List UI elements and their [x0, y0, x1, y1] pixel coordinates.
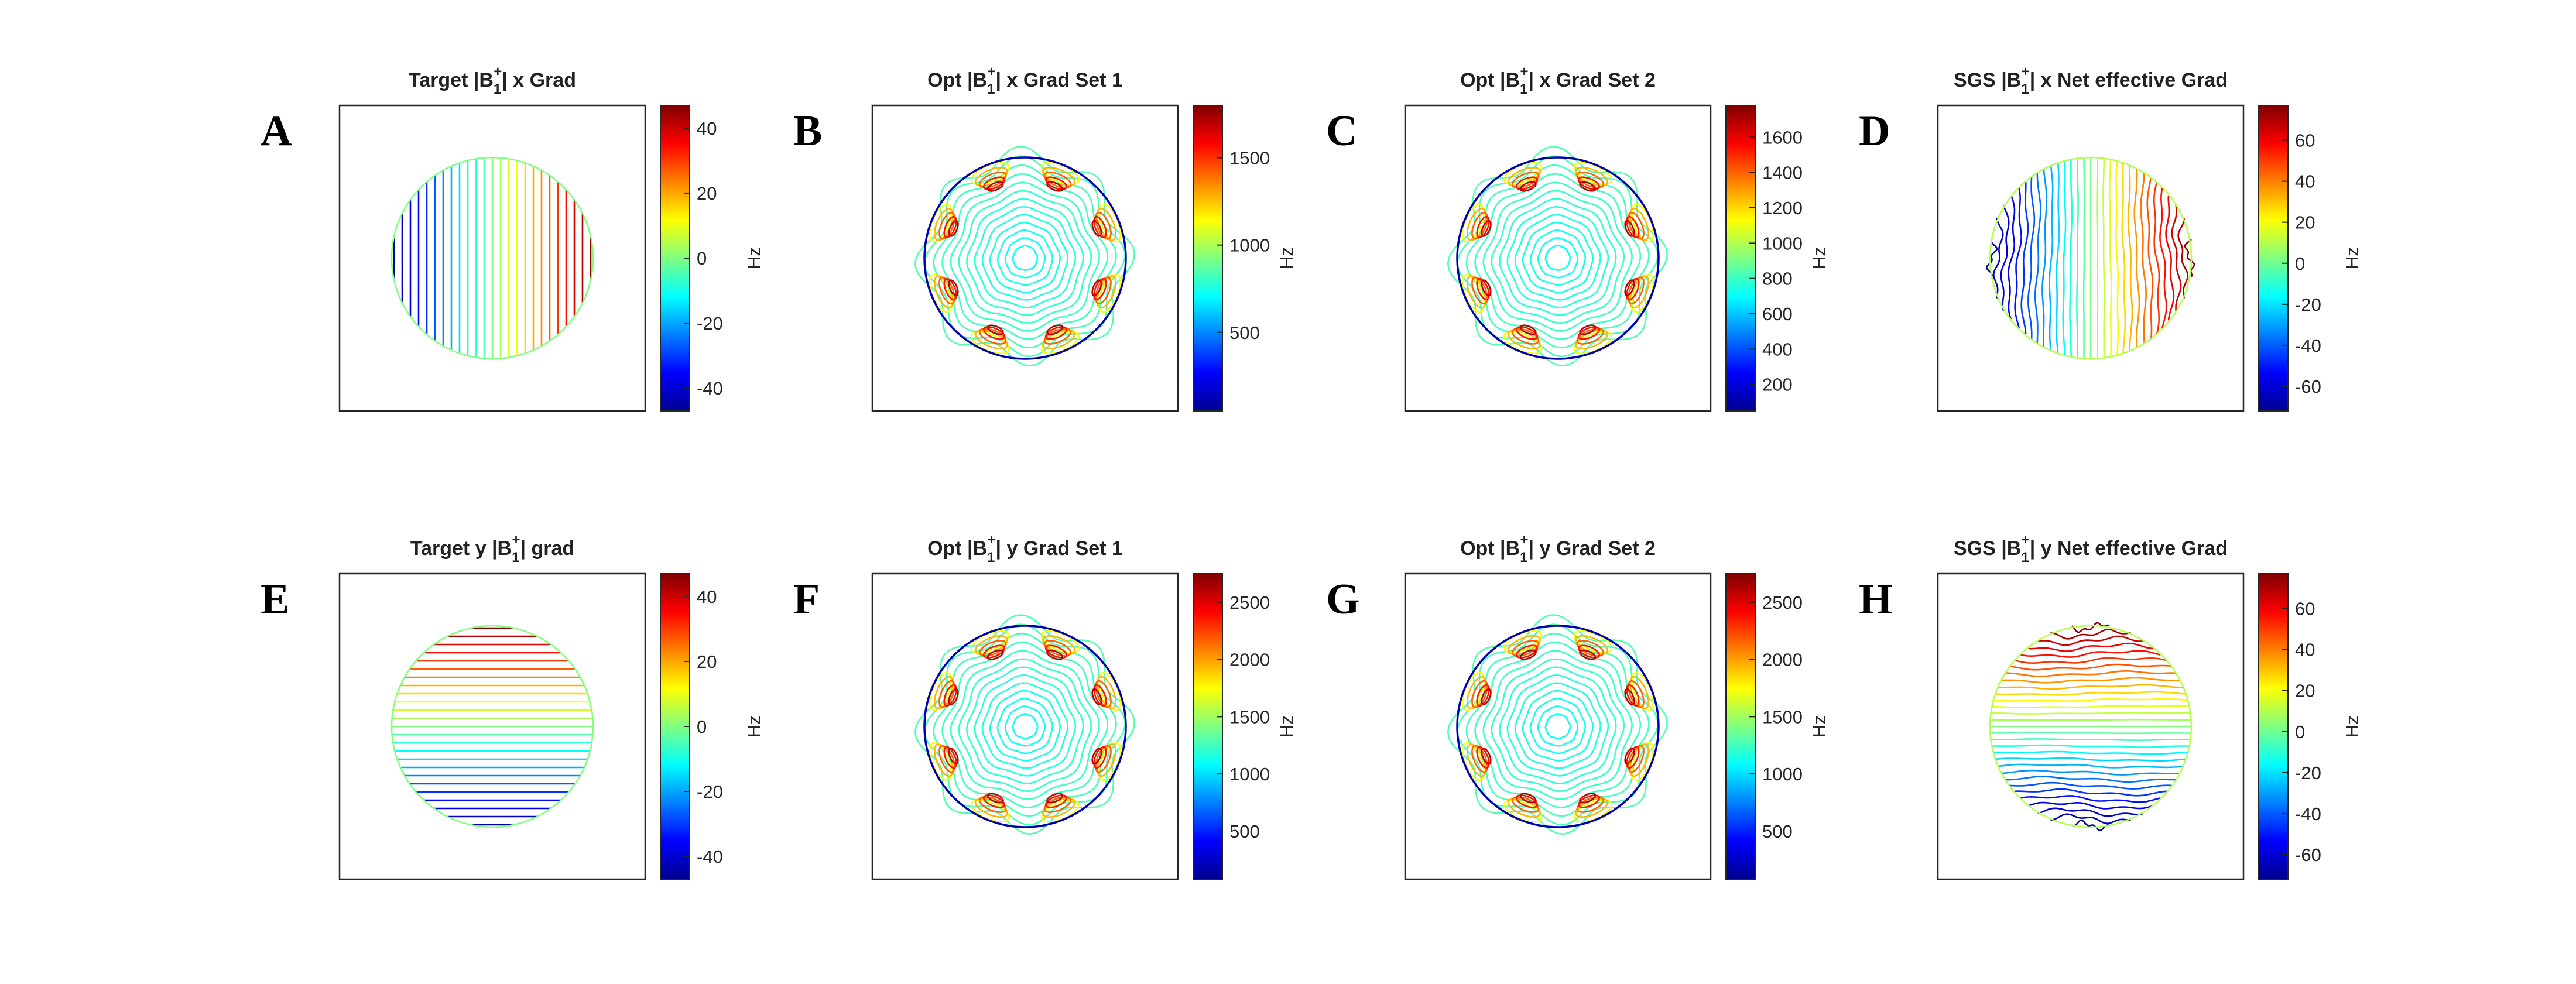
- panel-title: Opt |B1+| x Grad Set 2: [1460, 64, 1656, 97]
- panel-label: G: [1326, 575, 1360, 623]
- colorbar-tick-label: 20: [697, 183, 717, 204]
- colorbar-tick-label: -40: [697, 378, 723, 399]
- colorbar-tick-label: 2000: [1229, 650, 1270, 670]
- colorbar-tick-label: 0: [2295, 722, 2305, 742]
- panel-H: H SGS |B1+| y Net effective Grad -60 -40 -20…: [1859, 532, 2362, 880]
- panel-label: H: [1859, 575, 1893, 623]
- panel-title: Opt |B1+| y Grad Set 2: [1460, 532, 1656, 565]
- colorbar-tick-label: 60: [2295, 599, 2315, 619]
- colorbar-unit-label: Hz: [744, 247, 764, 269]
- colorbar-tick-label: 400: [1762, 339, 1793, 359]
- contour-lines: [1985, 156, 2195, 360]
- colorbar-tick-label: 600: [1762, 304, 1793, 324]
- panel-C: C Opt |B1+| x Grad Set 2 200 400 600 800 1000 1…: [1326, 64, 1830, 412]
- colorbar: [2258, 573, 2289, 880]
- panel-title: Target |B1+| x Grad: [409, 64, 576, 97]
- panel-title: Opt |B1+| x Grad Set 1: [927, 64, 1123, 97]
- colorbar-tick-label: 40: [2295, 172, 2315, 192]
- colorbar: [1193, 105, 1223, 412]
- panel-title: SGS |B1+| x Net effective Grad: [1954, 64, 2228, 97]
- colorbar: [1725, 105, 1756, 412]
- panel-title: SGS |B1+| y Net effective Grad: [1954, 532, 2228, 565]
- colorbar-tick-label: 1000: [1762, 233, 1803, 253]
- contour-lines: [390, 156, 594, 360]
- colorbar-tick-label: 1000: [1229, 235, 1270, 256]
- colorbar-tick-label: -40: [697, 846, 723, 867]
- panel-title: Target y |B1+| grad: [410, 532, 574, 565]
- colorbar-tick-label: -20: [697, 313, 723, 334]
- colorbar-tick-label: -60: [2295, 376, 2321, 397]
- panel-B: B Opt |B1+| x Grad Set 1 500 1000 1500 Hz: [793, 64, 1297, 412]
- panel-label: B: [793, 107, 822, 155]
- colorbar-unit-label: Hz: [2342, 715, 2362, 738]
- panel-label: C: [1326, 107, 1357, 155]
- colorbar-tick-label: 40: [697, 587, 717, 607]
- panel-E: E Target y |B1+| grad -40 -20 0 20 40 Hz: [261, 532, 764, 880]
- contour-lines: [1989, 622, 2193, 832]
- colorbar-tick-label: -40: [2295, 804, 2321, 824]
- colorbar-tick-label: 200: [1762, 375, 1793, 395]
- colorbar-tick-label: -60: [2295, 845, 2321, 865]
- contour-lines: [914, 146, 1136, 367]
- contour-lines: [1447, 146, 1669, 367]
- colorbar-tick-label: -20: [2295, 763, 2321, 783]
- colorbar-tick-label: 1600: [1762, 127, 1803, 148]
- colorbar-tick-label: 800: [1762, 269, 1793, 289]
- colorbar-tick-label: 60: [2295, 131, 2315, 151]
- colorbar-unit-label: Hz: [1809, 715, 1830, 738]
- colorbar-tick-label: 1000: [1762, 764, 1803, 784]
- colorbar-tick-label: 40: [697, 118, 717, 139]
- colorbar-tick-label: 0: [697, 248, 707, 269]
- colorbar-tick-label: 1400: [1762, 163, 1803, 183]
- colorbar-unit-label: Hz: [1809, 247, 1830, 269]
- colorbar-unit-label: Hz: [1276, 715, 1297, 738]
- colorbar-tick-label: 20: [2295, 212, 2315, 233]
- panel-title: Opt |B1+| y Grad Set 1: [927, 532, 1123, 565]
- colorbar-tick-label: 2500: [1229, 592, 1270, 613]
- colorbar-tick-label: 1000: [1229, 764, 1270, 784]
- colorbar-tick-label: 1500: [1229, 148, 1270, 168]
- colorbar-tick-label: -40: [2295, 335, 2321, 356]
- colorbar-tick-label: -20: [2295, 294, 2321, 315]
- colorbar-unit-label: Hz: [744, 715, 764, 738]
- colorbar-unit-label: Hz: [2342, 247, 2362, 269]
- colorbar-tick-label: 2500: [1762, 592, 1803, 613]
- colorbar: [1725, 573, 1756, 880]
- colorbar-tick-label: 1500: [1762, 707, 1803, 727]
- panel-G: G Opt |B1+| y Grad Set 2 500 1000 1500 2000 25…: [1326, 532, 1830, 880]
- colorbar-tick-label: 20: [697, 652, 717, 672]
- contour-lines: [390, 625, 594, 828]
- colorbar-tick-label: 40: [2295, 640, 2315, 660]
- colorbar-tick-label: 2000: [1762, 650, 1803, 670]
- colorbar-tick-label: 1200: [1762, 198, 1803, 218]
- colorbar-tick-label: 0: [2295, 253, 2305, 274]
- colorbar-tick-label: 500: [1229, 821, 1260, 842]
- colorbar-tick-label: -20: [697, 781, 723, 802]
- colorbar-tick-label: 500: [1762, 821, 1793, 842]
- panel-F: F Opt |B1+| y Grad Set 1 500 1000 1500 2000 25…: [793, 532, 1297, 880]
- colorbar-tick-label: 500: [1229, 323, 1260, 343]
- panel-A: A Target |B1+| x Grad -40 -20 0 20 40 Hz: [261, 64, 764, 412]
- colorbar-tick-label: 0: [697, 716, 707, 737]
- colorbar-tick-label: 1500: [1229, 707, 1270, 727]
- colorbar: [1193, 573, 1223, 880]
- panel-label: A: [261, 107, 292, 155]
- panel-label: E: [261, 575, 289, 623]
- panel-D: D SGS |B1+| x Net effective Grad -60 -40 -20…: [1859, 64, 2362, 412]
- colorbar: [2258, 105, 2289, 412]
- colorbar-tick-label: 20: [2295, 681, 2315, 701]
- contour-lines: [914, 614, 1136, 835]
- colorbar-unit-label: Hz: [1276, 247, 1297, 269]
- panel-label: D: [1859, 107, 1890, 155]
- contour-lines: [1447, 614, 1669, 835]
- panel-label: F: [793, 575, 820, 623]
